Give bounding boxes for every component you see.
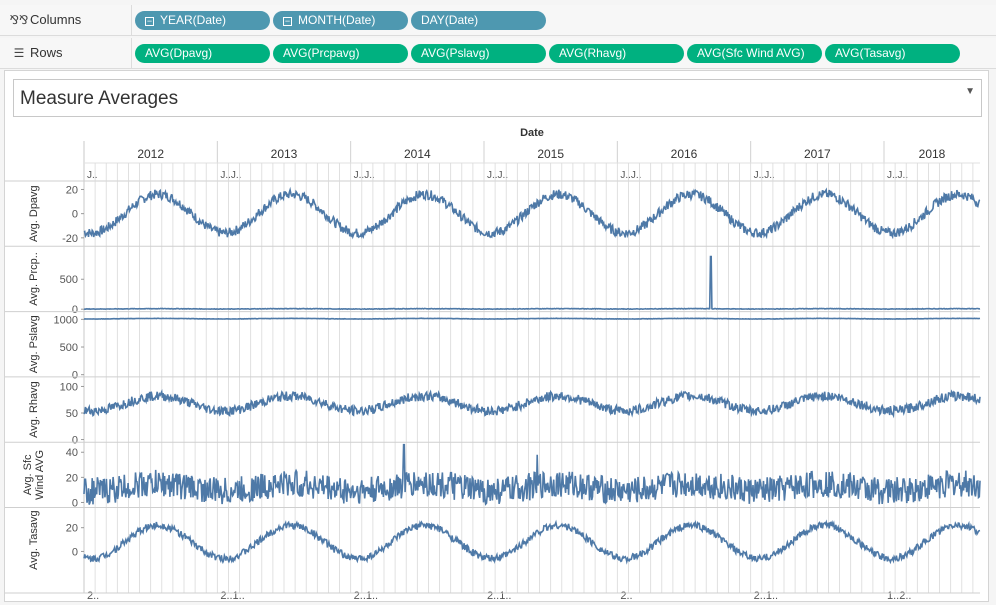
month-header-label: J..J.. <box>354 170 375 181</box>
series-line-sfc-wind-avg <box>83 443 981 506</box>
y-tick-label: 500 <box>60 274 78 286</box>
year-header-label: 2015 <box>537 147 564 161</box>
year-header-label: 2014 <box>404 147 431 161</box>
month-header-label: J..J.. <box>620 170 641 181</box>
bottom-axis-label: 2.. <box>620 590 632 601</box>
series-line-prcpavg <box>83 255 981 311</box>
series-line-pslavg <box>83 317 981 320</box>
columns-shelf-label: ⅋⅋ Columns <box>0 5 132 35</box>
year-header-label: 2012 <box>137 147 164 161</box>
y-axis-label: Avg. Sfc <box>22 454 34 495</box>
y-axis-label: Avg. Pslavg <box>28 315 40 373</box>
bottom-axis-label: 1..2.. <box>887 590 911 601</box>
month-header-label: J..J.. <box>887 170 908 181</box>
row-pill-rhavg[interactable]: AVG(Rhavg) <box>549 44 684 63</box>
y-tick-label: 100 <box>60 381 78 393</box>
series-line-tasavg <box>83 519 981 565</box>
row-pill-tasavg[interactable]: AVG(Tasavg) <box>825 44 960 63</box>
y-tick-label: 0 <box>72 209 78 221</box>
y-axis-label: Wind AVG <box>34 450 46 500</box>
year-header-label: 2013 <box>271 147 298 161</box>
y-tick-label: 1000 <box>54 314 78 326</box>
rows-icon: ☰ <box>13 46 25 60</box>
series-line-dpavg <box>83 186 981 240</box>
y-tick-label: 20 <box>66 184 78 196</box>
year-header-label: 2016 <box>671 147 698 161</box>
column-pill-year[interactable]: − YEAR(Date) <box>135 11 270 30</box>
collapse-icon[interactable]: − <box>283 16 292 26</box>
y-axis-label: Avg. Prcp.. <box>28 252 40 306</box>
year-header-label: 2018 <box>919 147 946 161</box>
bottom-axis-label: 2..1.. <box>354 590 378 601</box>
bottom-axis-label: 2..1.. <box>487 590 511 601</box>
y-tick-label: 0 <box>72 435 78 447</box>
rows-shelf-label: ☰ Rows <box>0 38 132 68</box>
row-pill-prcpavg[interactable]: AVG(Prcpavg) <box>273 44 408 63</box>
y-tick-label: 20 <box>66 523 78 535</box>
collapse-icon[interactable]: − <box>145 16 154 26</box>
month-header-label: J..J.. <box>754 170 775 181</box>
column-pill-month[interactable]: − MONTH(Date) <box>273 11 408 30</box>
viz-area: Measure Averages ▼ Date 2012 J.. 2.. 2013 J..… <box>4 70 989 602</box>
bottom-axis-label: 2..1.. <box>754 590 778 601</box>
bottom-axis-label: 2.. <box>87 590 99 601</box>
line-chart: Date 2012 J.. 2.. 2013 J..J.. 2..1.. 2014 J..J..… <box>5 127 981 601</box>
y-tick-label: 0 <box>72 497 78 509</box>
month-header-label: J..J.. <box>220 170 241 181</box>
sheet-title: Measure Averages <box>20 88 179 109</box>
sheet-title-box[interactable]: Measure Averages ▼ <box>13 79 982 117</box>
y-tick-label: 0 <box>72 304 78 316</box>
series-line-rhavg <box>83 389 981 419</box>
y-tick-label: -20 <box>62 233 78 245</box>
y-tick-label: 20 <box>66 472 78 484</box>
month-header-label: J.. <box>87 170 98 181</box>
columns-icon: ⅋⅋ <box>9 13 29 27</box>
row-pill-sfc-wind-avg[interactable]: AVG(Sfc Wind AVG) <box>687 44 822 63</box>
y-tick-label: 40 <box>66 447 78 459</box>
row-pill-dpavg[interactable]: AVG(Dpavg) <box>135 44 270 63</box>
row-pill-pslavg[interactable]: AVG(Pslavg) <box>411 44 546 63</box>
x-axis-title: Date <box>520 127 544 139</box>
year-header-label: 2017 <box>804 147 831 161</box>
y-axis-label: Avg. Tasavg <box>28 510 40 570</box>
y-tick-label: 0 <box>72 546 78 558</box>
y-axis-label: Avg. Dpavg <box>28 185 40 242</box>
rows-shelf: ☰ Rows AVG(Dpavg) AVG(Prcpavg) AVG(Pslavg… <box>0 38 996 69</box>
y-tick-label: 500 <box>60 342 78 354</box>
y-tick-label: 0 <box>72 370 78 382</box>
y-tick-label: 50 <box>66 408 78 420</box>
bottom-axis-label: 2..1.. <box>220 590 244 601</box>
columns-shelf: ⅋⅋ Columns − YEAR(Date) − MONTH(Date) DAY(D… <box>0 5 996 36</box>
month-header-label: J..J.. <box>487 170 508 181</box>
y-axis-label: Avg. Rhavg <box>28 381 40 438</box>
triangle-down-icon[interactable]: ▼ <box>965 86 975 97</box>
column-pill-day[interactable]: DAY(Date) <box>411 11 546 30</box>
